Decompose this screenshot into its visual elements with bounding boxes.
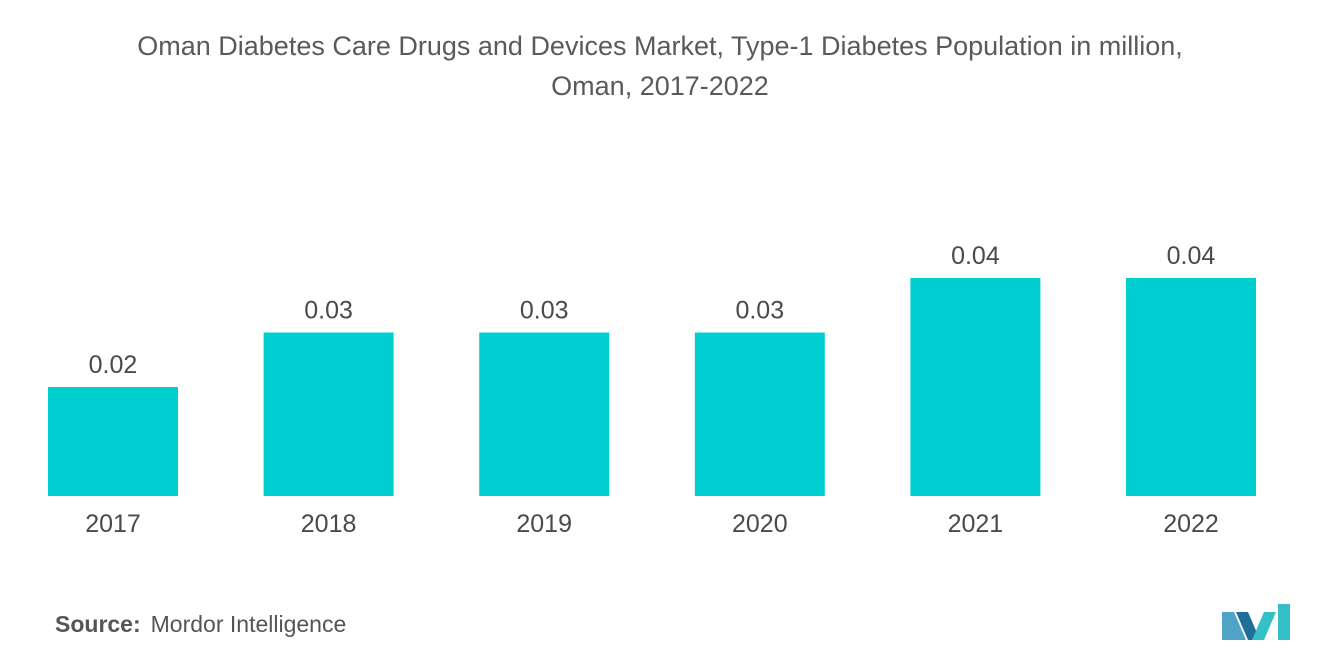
source-label: Source: bbox=[55, 611, 141, 637]
x-tick-label-2021: 2021 bbox=[948, 510, 1004, 538]
value-label-2021: 0.04 bbox=[951, 242, 1000, 270]
x-tick-label-2019: 2019 bbox=[516, 510, 572, 538]
value-label-2018: 0.03 bbox=[304, 297, 353, 325]
x-tick-label-2020: 2020 bbox=[732, 510, 788, 538]
value-label-2020: 0.03 bbox=[735, 297, 784, 325]
x-tick-label-2017: 2017 bbox=[85, 510, 141, 538]
value-label-2022: 0.04 bbox=[1167, 242, 1216, 270]
bar-2020 bbox=[694, 332, 825, 496]
bar-2018 bbox=[263, 332, 394, 496]
bar-2019 bbox=[479, 332, 610, 496]
mordor-intelligence-logo-icon bbox=[1222, 604, 1290, 640]
chart-title: Oman Diabetes Care Drugs and Devices Mar… bbox=[0, 26, 1320, 106]
value-label-2017: 0.02 bbox=[89, 351, 138, 379]
chart-title-line-1: Oman Diabetes Care Drugs and Devices Mar… bbox=[137, 31, 1183, 61]
bar-2022 bbox=[1126, 278, 1256, 496]
bar-2021 bbox=[910, 278, 1041, 496]
bar-chart: 0.02 2017 0.03 2018 0.03 2019 0.03 2020 0.04 2021… bbox=[48, 242, 1256, 538]
value-label-2019: 0.03 bbox=[520, 297, 569, 325]
chart-title-line-2: Oman, 2017-2022 bbox=[551, 71, 769, 101]
source-note: Source: Mordor Intelligence bbox=[55, 611, 346, 638]
bar-2017 bbox=[48, 387, 178, 496]
x-tick-label-2022: 2022 bbox=[1163, 510, 1219, 538]
x-tick-label-2018: 2018 bbox=[301, 510, 357, 538]
source-text: Mordor Intelligence bbox=[150, 611, 347, 637]
